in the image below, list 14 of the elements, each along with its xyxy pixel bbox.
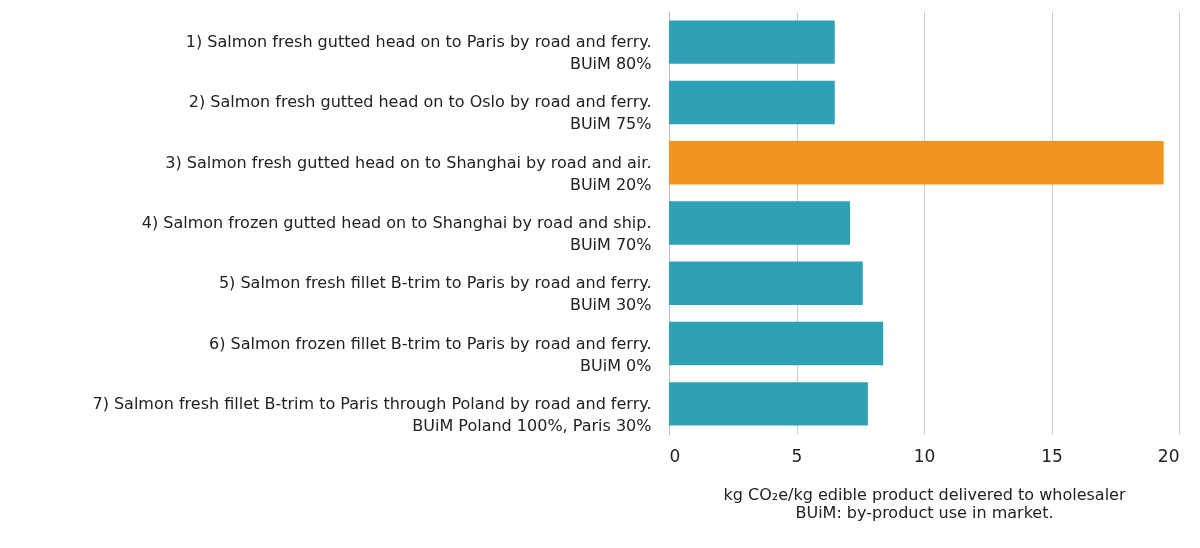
y-tick-label: 5) Salmon fresh fillet B-trim to Paris by road and ferry. BUiM 30% xyxy=(218,273,652,315)
y-tick-label: 6) Salmon frozen fillet B-trim to Paris by road and ferry. BUiM 0% xyxy=(209,333,652,375)
x-tick-label: 0 xyxy=(669,445,681,466)
y-tick-label: 7) Salmon fresh fillet B-trim to Paris through Poland by road and ferry. BUiM Poland 100%, Paris 30% xyxy=(92,393,652,435)
x-tick-label: 10 xyxy=(913,445,936,466)
text: BUiM: by-product use in market. xyxy=(795,502,1054,522)
y-tick-label: 4) Salmon frozen gutted head on to Shanghai by road and ship. BUiM 70% xyxy=(141,213,652,254)
y-tick-label: 2) Salmon fresh gutted head on to Oslo by road and ferry. BUiM 75% xyxy=(188,92,652,134)
x-tick-label: 15 xyxy=(1041,445,1063,466)
x-tick-label: 5 xyxy=(791,445,803,466)
x-tick-label: 20 xyxy=(1157,445,1180,466)
y-tick-label: 3) Salmon fresh gutted head on to Shanghai by road and air. BUiM 20% xyxy=(165,152,652,194)
y-tick-label: 1) Salmon fresh gutted head on to Paris by road and ferry. BUiM 80% xyxy=(185,32,652,74)
x-axis-title: kg CO₂e/kg edible product delivered to wholesaler xyxy=(723,484,1126,504)
